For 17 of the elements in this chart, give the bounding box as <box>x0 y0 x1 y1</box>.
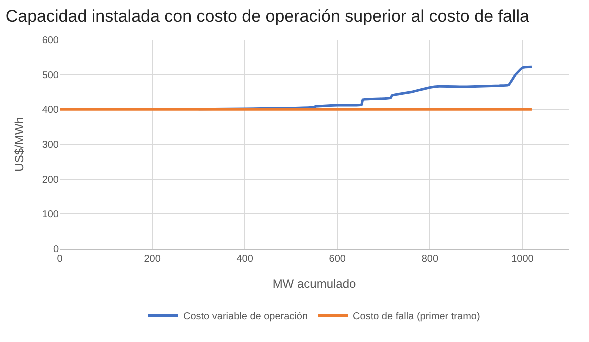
x-tick-label: 800 <box>422 254 439 265</box>
chart-title: Capacidad instalada con costo de operación superior al costo de falla <box>6 7 530 26</box>
x-tick-label: 600 <box>329 254 346 265</box>
y-tick-label: 400 <box>42 105 60 116</box>
x-tick-label: 400 <box>236 254 254 265</box>
x-tick-label: 200 <box>144 254 162 265</box>
y-axis-title: US$/MWh <box>12 117 27 172</box>
y-tick-label: 100 <box>42 210 60 221</box>
y-tick-label: 600 <box>42 36 60 46</box>
legend-label: Costo variable de operación <box>184 312 308 323</box>
x-axis-title: MW acumulado <box>272 276 356 291</box>
y-tick-label: 200 <box>42 174 60 186</box>
y-tick-label: 500 <box>42 70 60 82</box>
y-tick-label: 300 <box>42 140 60 151</box>
y-tick-label: 0 <box>53 244 60 256</box>
legend-label: Costo de falla (primer tramo) <box>353 312 480 323</box>
x-tick-label: 1000 <box>512 254 534 265</box>
